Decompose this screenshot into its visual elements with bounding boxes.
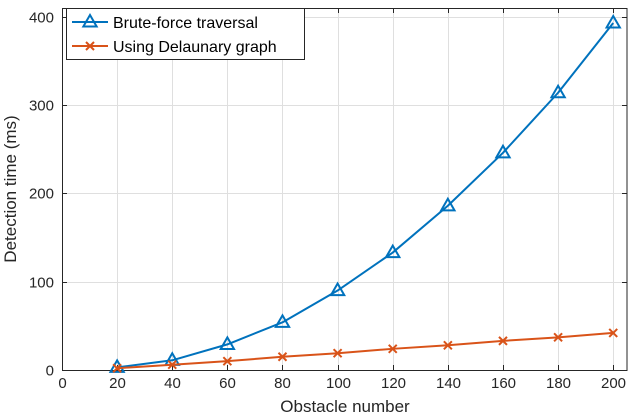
legend-marker — [81, 12, 99, 28]
data-point — [222, 356, 233, 366]
data-point — [494, 143, 512, 159]
x-tick-label: 140 — [436, 375, 461, 392]
series-line — [116, 22, 615, 369]
legend: Brute-force traversal Using Delaunary gra… — [66, 8, 305, 60]
y-tick-label: 0 — [46, 363, 54, 380]
y-tick-label: 300 — [29, 98, 54, 115]
data-point — [329, 281, 346, 297]
y-tick-label: 200 — [29, 186, 54, 203]
x-tick-label: 80 — [274, 375, 291, 392]
data-point — [439, 196, 457, 212]
legend-item: Brute-force traversal — [72, 12, 258, 32]
x-axis-title: Obstacle number — [280, 397, 410, 416]
series-2 — [112, 328, 618, 373]
data-point — [608, 328, 618, 338]
x-tick-label: 0 — [58, 375, 66, 392]
legend-box — [66, 8, 305, 60]
x-tick-label: 120 — [381, 375, 406, 392]
plot-frame — [62, 8, 628, 371]
x-tick-label: 20 — [109, 375, 126, 392]
data-point — [277, 352, 288, 362]
y-tick-label: 100 — [29, 275, 54, 292]
legend-item: Using Delaunary graph — [72, 39, 277, 56]
legend-label: Brute-force traversal — [113, 15, 258, 32]
x-tick-label: 100 — [326, 375, 351, 392]
data-point — [549, 83, 567, 99]
data-point — [498, 336, 508, 346]
series-line — [117, 331, 614, 370]
data-point — [604, 14, 622, 29]
legend-label: Using Delaunary graph — [113, 39, 277, 56]
x-tick-label: 200 — [601, 375, 626, 392]
data-point — [388, 344, 398, 354]
data-point — [443, 340, 453, 350]
x-tick-label: 60 — [219, 375, 236, 392]
data-point — [218, 335, 236, 350]
data-point — [332, 348, 343, 358]
x-tick-label: 180 — [546, 375, 571, 392]
data-point — [274, 313, 291, 328]
y-axis-title: Detection time (ms) — [1, 115, 20, 262]
data-point — [384, 243, 402, 259]
y-tick-label: 400 — [29, 10, 54, 27]
axis-ticks: 0 20 40 60 80 100 120 140 160 180 200 0 100 200 300 400 — [29, 8, 627, 392]
series-layer — [108, 14, 622, 373]
data-point — [112, 363, 122, 373]
legend-marker — [85, 41, 95, 51]
x-tick-label: 40 — [164, 375, 181, 392]
data-point — [553, 332, 563, 343]
data-point — [167, 359, 177, 370]
x-tick-label: 160 — [491, 375, 516, 392]
grid — [62, 8, 627, 371]
